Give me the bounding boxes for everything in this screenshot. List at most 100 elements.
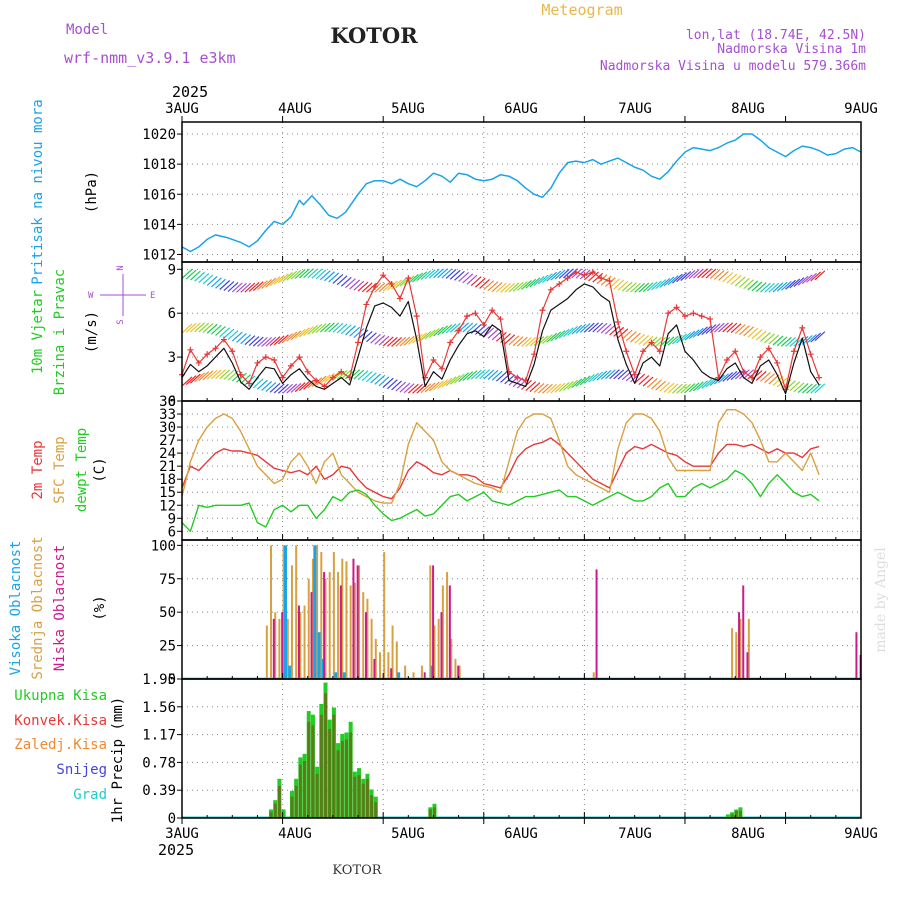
wind-direction-barb <box>462 322 474 333</box>
y-tick-label: 100 <box>151 538 176 554</box>
precip-bar-convective <box>344 739 348 818</box>
wind-gust-marker <box>396 295 403 302</box>
wind-direction-barb <box>768 374 780 385</box>
wind-direction-barb <box>454 373 465 384</box>
wind-direction-barb <box>458 272 470 282</box>
cloud-bar-tan <box>370 618 373 679</box>
wind-direction-barb <box>479 369 490 380</box>
wind-direction-barb <box>730 275 742 285</box>
wind-direction-barb <box>621 329 633 340</box>
wind-direction-barb <box>558 328 570 339</box>
cloud-bar-tan <box>391 625 394 679</box>
wind-direction-barb <box>579 375 591 386</box>
wind-direction-barb <box>181 268 193 279</box>
y-tick-label: 0.78 <box>142 755 176 771</box>
wind-direction-barb <box>592 272 604 283</box>
wind-direction-barb <box>487 281 499 292</box>
cloud-bar-blue <box>317 632 321 679</box>
wind-direction-barb <box>353 369 365 380</box>
wind-direction-barb <box>760 282 771 293</box>
wind-direction-barb <box>223 369 235 380</box>
wind-direction-barb <box>655 337 667 347</box>
cloud-bar-tan <box>341 558 344 679</box>
grid-layer <box>182 122 861 819</box>
cloud-bar-tan <box>324 578 327 679</box>
wind-direction-barb <box>609 325 620 336</box>
wind-direction-barb <box>290 382 302 393</box>
y-tick-label: 0 <box>168 394 176 410</box>
wind-direction-barb <box>219 369 231 380</box>
wind-direction-barb <box>617 280 629 291</box>
wind-direction-barb <box>198 371 210 382</box>
wind-gust-marker <box>673 304 680 311</box>
wind-direction-barb <box>600 369 612 380</box>
wind-direction-barb <box>621 281 633 292</box>
wind-gust-marker <box>623 348 630 355</box>
wind-direction-barb <box>474 369 486 380</box>
year-label-top: 2025 <box>172 83 208 101</box>
wind-direction-barb <box>730 370 742 381</box>
wind-direction-barb <box>504 374 516 385</box>
wind-direction-barb <box>718 271 729 281</box>
wind-direction-barb <box>231 282 243 293</box>
wind-direction-barb <box>772 375 784 386</box>
wind-direction-barb <box>789 381 801 392</box>
elevation-label: Nadmorska Visina 1m <box>717 42 866 57</box>
cloud-bar-tan <box>320 552 323 679</box>
wind-direction-barb <box>328 272 340 283</box>
tick-top-6: 9AUG <box>844 101 878 117</box>
wind-direction-barb <box>688 269 700 280</box>
wind-direction-barb <box>445 269 457 279</box>
y-tick-label: 15 <box>159 485 176 501</box>
wind-direction-barb <box>407 273 419 284</box>
y-tick-label: 3 <box>168 350 176 366</box>
pressure-ylabel: Pritisak na nivou mora <box>30 99 46 284</box>
wind-gust-marker <box>790 348 797 355</box>
precip-bar-convective <box>349 732 353 818</box>
wind-direction-barb <box>604 324 616 335</box>
cloud-bar-tan <box>412 672 415 679</box>
y-tick-label: 1.17 <box>142 728 176 744</box>
wind-gust-marker <box>271 357 278 364</box>
cloud-bar-blue <box>283 545 287 679</box>
wind-direction-barb <box>466 274 478 285</box>
cloud-bar-tan <box>328 572 331 679</box>
wind-direction-barb <box>454 270 465 281</box>
wind-direction-barb <box>780 280 792 291</box>
wind-direction-barb <box>416 271 428 282</box>
wind-gust-marker <box>472 310 479 317</box>
wind-direction-barb <box>315 269 327 280</box>
wind-direction-barb <box>378 376 390 387</box>
wind-direction-barb <box>382 336 394 347</box>
wind-direction-barb <box>282 333 293 344</box>
wind-direction-barb <box>747 280 759 291</box>
wind-direction-barb <box>810 332 822 343</box>
wind-direction-barb <box>588 372 599 383</box>
wind-direction-barb <box>206 276 218 286</box>
wind-direction-barb <box>516 336 528 347</box>
wind-direction-barb <box>215 369 226 380</box>
wind-direction-barb <box>764 373 776 384</box>
precip-legend-freezing: Zaledj.Kisa <box>14 737 107 753</box>
wind-gust-marker <box>262 354 269 361</box>
wind-direction-barb <box>219 327 231 338</box>
wind-gust-marker <box>480 321 487 328</box>
wind-direction-barb <box>194 322 205 333</box>
cloud-bar-magenta <box>365 612 368 679</box>
wind-direction-barb <box>659 277 671 288</box>
cloud-bar-tan <box>311 558 314 679</box>
cloud-bar-tan <box>366 598 369 679</box>
tick-bottom-3: 6AUG <box>504 826 538 842</box>
wind-direction-barb <box>676 383 687 394</box>
wind-direction-barb <box>332 273 344 284</box>
wind-direction-barb <box>277 273 289 284</box>
tick-top-2: 5AUG <box>391 101 425 117</box>
temp-line-red <box>181 437 820 500</box>
wind-direction-barb <box>412 333 423 344</box>
cloud-bar-magenta <box>746 652 749 679</box>
wind-direction-barb <box>596 370 608 381</box>
wind-direction-barb <box>638 335 650 345</box>
cloud-bar-tan <box>274 612 277 679</box>
wind-direction-barb <box>210 277 222 288</box>
